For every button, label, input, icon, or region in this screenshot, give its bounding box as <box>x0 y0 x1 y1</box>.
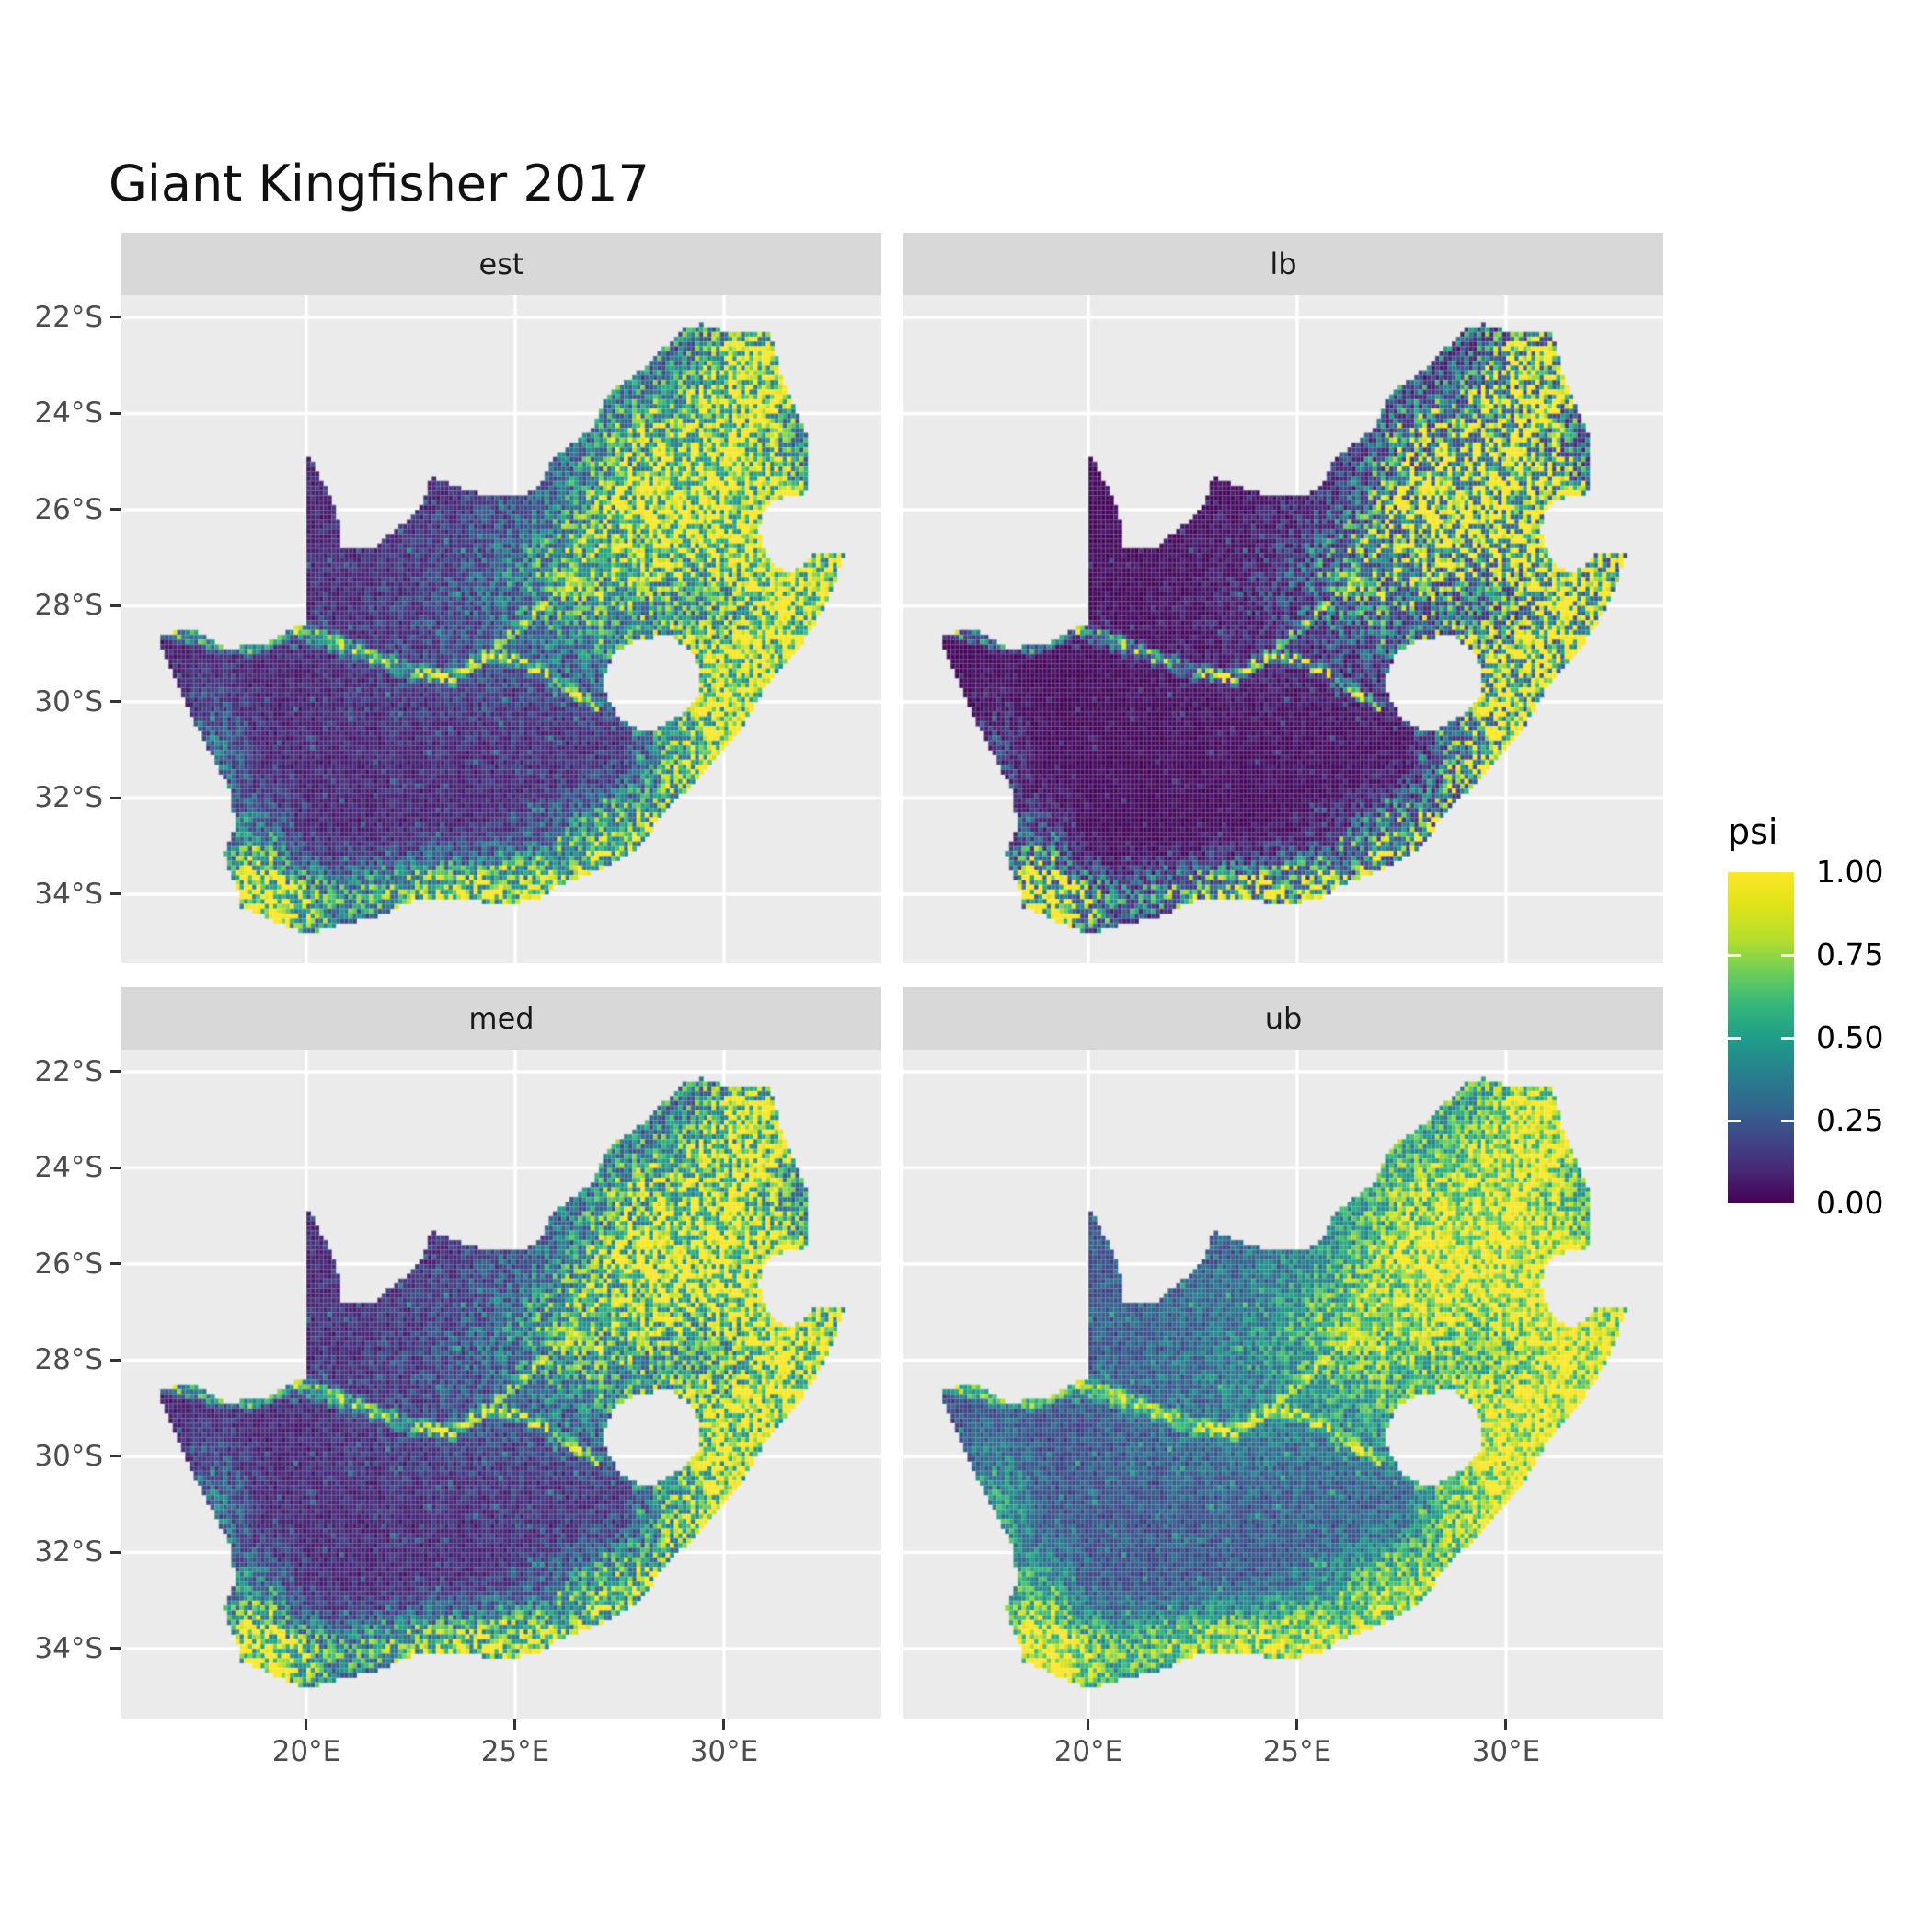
legend-colorbar-tick <box>1781 1119 1794 1122</box>
facet-map-med <box>121 1050 881 1719</box>
y-axis-tick-mark <box>110 1455 121 1458</box>
x-axis-tick-mark <box>305 1719 308 1730</box>
x-axis-tick-label: 25°E <box>480 1735 550 1768</box>
legend-tick-label: 0.75 <box>1816 937 1884 972</box>
y-axis-tick-label: 34°S <box>34 877 103 911</box>
y-axis-tick-mark <box>110 1166 121 1169</box>
y-axis-tick-mark <box>110 508 121 512</box>
y-axis-tick-mark <box>110 1262 121 1266</box>
y-axis-tick-label: 30°S <box>34 1439 103 1473</box>
facet-strip-ub: ub <box>903 987 1663 1050</box>
legend-tick-label: 0.50 <box>1816 1019 1884 1055</box>
y-axis-tick-mark <box>110 700 121 704</box>
facet-map-lb <box>903 295 1663 963</box>
y-axis-tick-mark <box>110 316 121 319</box>
x-axis-tick-mark <box>1504 1719 1508 1730</box>
facet-panel-lb <box>903 295 1663 963</box>
x-axis-tick-mark <box>1087 1719 1090 1730</box>
y-axis-tick-mark <box>110 1550 121 1554</box>
y-axis-tick-mark <box>110 411 121 415</box>
x-axis-tick-label: 30°E <box>1471 1735 1541 1768</box>
facet-panel-est <box>121 295 881 963</box>
legend-title: psi <box>1728 811 1778 852</box>
y-axis-tick-label: 30°S <box>34 684 103 719</box>
y-axis-tick-mark <box>110 604 121 607</box>
facet-panel-med <box>121 1050 881 1719</box>
y-axis-tick-label: 28°S <box>34 589 103 623</box>
y-axis-tick-mark <box>110 1070 121 1074</box>
facet-strip-lb: lb <box>903 233 1663 295</box>
legend-colorbar-tick <box>1781 1036 1794 1040</box>
facet-strip-label-est: est <box>478 247 524 282</box>
y-axis-tick-mark <box>110 1358 121 1362</box>
y-axis-tick-mark <box>110 892 121 896</box>
x-axis-tick-mark <box>1295 1719 1299 1730</box>
facet-panel-ub <box>903 1050 1663 1719</box>
x-axis-tick-label: 20°E <box>1053 1735 1123 1768</box>
legend-tick-label: 1.00 <box>1816 854 1884 890</box>
facet-strip-label-lb: lb <box>1270 247 1297 282</box>
facet-map-est <box>121 295 881 963</box>
legend-colorbar-tick <box>1781 953 1794 957</box>
facet-strip-med: med <box>121 987 881 1050</box>
y-axis-tick-label: 28°S <box>34 1343 103 1377</box>
y-axis-tick-label: 24°S <box>34 1151 103 1185</box>
legend-tick-label: 0.00 <box>1816 1185 1884 1221</box>
y-axis-tick-label: 24°S <box>34 397 103 431</box>
legend-colorbar-tick <box>1728 953 1741 957</box>
legend-colorbar-tick <box>1728 1036 1741 1040</box>
plot-title: Giant Kingfisher 2017 <box>109 155 650 213</box>
x-axis-tick-mark <box>722 1719 726 1730</box>
facet-strip-label-ub: ub <box>1264 1001 1303 1036</box>
x-axis-tick-label: 30°E <box>689 1735 759 1768</box>
y-axis-tick-label: 32°S <box>34 781 103 815</box>
y-axis-tick-label: 32°S <box>34 1535 103 1570</box>
legend-colorbar-tick <box>1728 1119 1741 1122</box>
y-axis-tick-label: 22°S <box>34 1054 103 1088</box>
y-axis-tick-label: 26°S <box>34 492 103 526</box>
y-axis-tick-label: 34°S <box>34 1631 103 1665</box>
legend-tick-label: 0.25 <box>1816 1102 1884 1138</box>
y-axis-tick-mark <box>110 1647 121 1650</box>
y-axis-tick-label: 22°S <box>34 300 103 334</box>
facet-map-ub <box>903 1050 1663 1719</box>
x-axis-tick-label: 20°E <box>271 1735 341 1768</box>
facet-strip-est: est <box>121 233 881 295</box>
x-axis-tick-mark <box>513 1719 517 1730</box>
y-axis-tick-label: 26°S <box>34 1247 103 1281</box>
y-axis-tick-mark <box>110 796 121 799</box>
facet-strip-label-med: med <box>468 1001 535 1036</box>
x-axis-tick-label: 25°E <box>1262 1735 1332 1768</box>
